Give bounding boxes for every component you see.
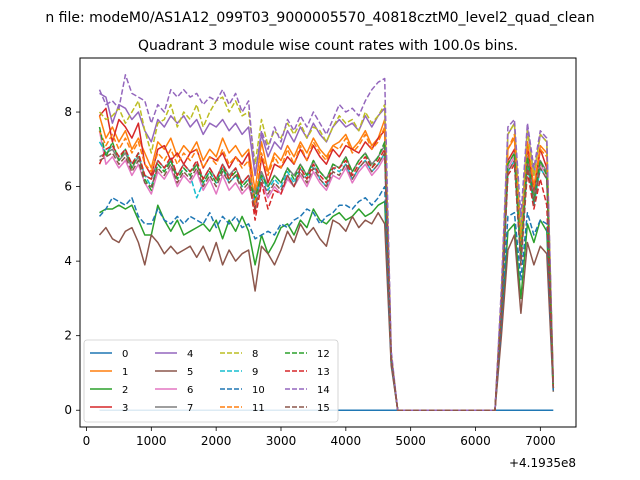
x-tick-label: 5000 bbox=[395, 434, 426, 448]
legend-label-13: 13 bbox=[317, 367, 330, 378]
series-line-15 bbox=[99, 152, 555, 411]
chart-title: Quadrant 3 module wise count rates with … bbox=[138, 38, 518, 54]
series-line-10 bbox=[98, 185, 555, 411]
legend-label-2: 2 bbox=[122, 385, 128, 396]
x-offset-label: +4.1935e8 bbox=[509, 456, 576, 470]
x-tick-label: 3000 bbox=[266, 434, 297, 448]
figure-suptitle: n file: modeM0/AS1A12_099T03_9000005570_… bbox=[45, 10, 594, 26]
legend-label-6: 6 bbox=[187, 385, 193, 396]
legend-label-15: 15 bbox=[317, 403, 330, 414]
legend-label-7: 7 bbox=[187, 403, 193, 414]
legend-label-14: 14 bbox=[317, 385, 330, 396]
y-axis: 0 2 4 6 8 bbox=[64, 105, 80, 417]
legend-label-3: 3 bbox=[122, 403, 128, 414]
x-tick-label: 1000 bbox=[136, 434, 167, 448]
x-tick-label: 2000 bbox=[201, 434, 232, 448]
y-tick-label: 8 bbox=[64, 105, 72, 119]
legend-label-10: 10 bbox=[252, 385, 265, 396]
legend-label-5: 5 bbox=[187, 367, 193, 378]
legend-label-9: 9 bbox=[252, 367, 258, 378]
x-tick-label: 4000 bbox=[331, 434, 362, 448]
series-line-11 bbox=[98, 126, 555, 411]
legend-label-0: 0 bbox=[122, 349, 128, 360]
series-line-12 bbox=[98, 126, 555, 411]
legend-label-4: 4 bbox=[187, 349, 193, 360]
x-tick-label: 0 bbox=[83, 434, 91, 448]
legend-label-11: 11 bbox=[252, 403, 265, 414]
y-tick-label: 4 bbox=[64, 254, 72, 268]
axes-frame bbox=[79, 57, 577, 428]
legend-label-1: 1 bbox=[122, 367, 128, 378]
y-tick-label: 2 bbox=[64, 329, 72, 343]
plot-lines bbox=[98, 74, 555, 411]
x-tick-label: 6000 bbox=[460, 434, 491, 448]
legend-box bbox=[83, 339, 339, 423]
legend-label-12: 12 bbox=[317, 349, 330, 360]
y-tick-label: 6 bbox=[64, 180, 72, 194]
x-axis: 0 1000 2000 3000 4000 5000 6000 7000 bbox=[83, 427, 556, 448]
legend-label-8: 8 bbox=[252, 349, 258, 360]
x-tick-label: 7000 bbox=[525, 434, 556, 448]
y-tick-label: 0 bbox=[64, 403, 72, 417]
